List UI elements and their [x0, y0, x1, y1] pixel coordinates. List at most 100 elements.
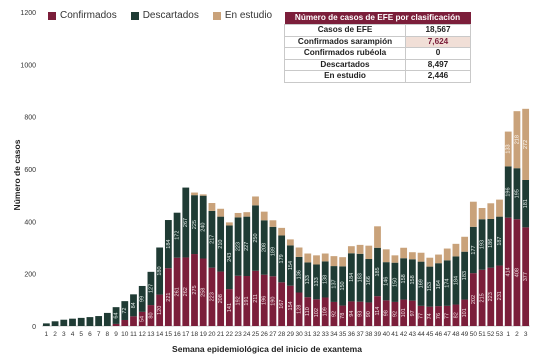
bar-segment-descartados	[208, 210, 216, 268]
bar-segment-descartados	[199, 195, 207, 259]
bar-segment-descartados	[77, 317, 85, 326]
bar-segment-descartados	[103, 312, 111, 326]
bar-segment-confirmados	[217, 271, 225, 326]
summary-row-confirmados-rubeola: Confirmados rubéola 0	[284, 47, 471, 60]
legend-label-en-estudio: En estudio	[224, 10, 273, 21]
x-tick-label: 50	[470, 331, 478, 338]
bar-segment-descartados	[391, 262, 399, 302]
bar-segment-descartados	[130, 294, 137, 317]
x-tick-label: 27	[269, 331, 277, 338]
bar-segment-confirmados	[156, 294, 164, 326]
bar-segment-en-estudio	[347, 246, 355, 254]
bar-segment-descartados	[339, 266, 347, 306]
bar-segment-confirmados	[374, 296, 381, 326]
x-tick-label: 26	[261, 331, 269, 338]
bar-segment-descartados	[86, 317, 94, 326]
bar-value-label: 114	[375, 307, 381, 316]
x-tick-label: 2	[515, 331, 519, 338]
x-tick-label: 22	[226, 331, 234, 338]
summary-row-value: 18,567	[405, 24, 471, 37]
bar-segment-en-estudio	[513, 111, 521, 169]
bar-segment-confirmados	[513, 219, 521, 326]
bar-value-label: 154	[288, 301, 294, 310]
bar-segment-confirmados	[164, 268, 172, 326]
bar-segment-en-estudio	[234, 212, 242, 218]
x-tick-label: 15	[165, 331, 173, 338]
x-tick-label: 31	[304, 331, 312, 338]
bar-segment-confirmados	[295, 292, 303, 326]
bar-segment-en-estudio	[443, 248, 451, 261]
x-tick-label: 17	[182, 331, 190, 338]
bar-segment-confirmados	[234, 275, 242, 326]
bar-value-label: 101	[462, 308, 468, 317]
legend-item-descartados: Descartados	[130, 10, 199, 21]
legend-swatch-descartados	[130, 11, 139, 20]
bar-segment-descartados	[304, 262, 312, 298]
x-tick-label: 34	[330, 331, 338, 338]
bar-segment-confirmados	[304, 297, 312, 326]
x-tick-label: 3	[62, 331, 66, 338]
bar-value-label: 202	[471, 295, 477, 304]
bar-value-label: 94	[349, 311, 355, 317]
bar-value-label: 99	[140, 296, 146, 302]
bar-segment-en-estudio	[374, 226, 381, 248]
bar-value-label: 208	[218, 294, 224, 303]
legend-item-confirmados: Confirmados	[48, 10, 117, 21]
bar-segment-en-estudio	[461, 236, 469, 252]
bar-segment-confirmados	[208, 267, 216, 326]
bar-segment-descartados	[496, 216, 503, 266]
x-tick-label: 7	[97, 331, 101, 338]
x-tick-label: 40	[383, 331, 391, 338]
bar-value-label: 261	[175, 287, 181, 296]
x-tick-label: 14	[156, 331, 164, 338]
bar-value-label: 184	[453, 276, 459, 285]
x-tick-label: 10	[121, 331, 129, 338]
bar-value-label: 179	[279, 254, 285, 263]
x-tick-label: 20	[208, 331, 216, 338]
bar-value-label: 184	[166, 240, 172, 249]
bar-value-label: 231	[497, 291, 503, 300]
bar-segment-en-estudio	[452, 243, 460, 257]
bar-segment-en-estudio	[356, 244, 364, 254]
bar-segment-descartados	[513, 168, 521, 220]
bar-segment-confirmados	[121, 319, 129, 326]
y-tick-label: 800	[24, 115, 36, 122]
bar-segment-descartados	[217, 216, 225, 272]
bar-segment-confirmados	[382, 300, 390, 326]
bar-segment-confirmados	[478, 269, 486, 326]
x-tick-label: 52	[487, 331, 495, 338]
summary-row-value: 8,497	[405, 58, 471, 72]
x-tick-label: 43	[409, 331, 417, 338]
bar-segment-confirmados	[365, 302, 373, 326]
bar-segment-confirmados	[278, 282, 286, 326]
x-tick-label: 13	[147, 331, 155, 338]
bar-value-label: 80	[148, 312, 154, 318]
summary-row-en-estudio: En estudio 2,446	[284, 70, 471, 83]
bar-value-label: 101	[401, 308, 407, 317]
bar-segment-en-estudio	[191, 192, 198, 196]
bar-value-label: 211	[253, 294, 259, 303]
bar-segment-descartados	[95, 316, 103, 326]
bar-segment-confirmados	[313, 299, 320, 326]
x-tick-label: 42	[400, 331, 408, 338]
bar-segment-descartados	[365, 259, 373, 303]
bar-value-label: 77	[445, 313, 451, 319]
bar-segment-descartados	[147, 271, 155, 306]
bar-value-label: 137	[331, 279, 337, 288]
bar-value-label: 210	[218, 240, 224, 249]
bar-segment-confirmados	[400, 299, 408, 326]
bar-segment-confirmados	[260, 274, 268, 326]
bar-segment-confirmados	[130, 316, 137, 326]
bar-segment-en-estudio	[478, 207, 486, 220]
bar-segment-confirmados	[138, 311, 146, 326]
bar-segment-descartados	[426, 266, 434, 307]
bar-segment-descartados	[252, 205, 259, 271]
bar-segment-descartados	[60, 319, 68, 326]
bar-value-label: 164	[436, 280, 442, 289]
bar-segment-descartados	[42, 323, 50, 326]
bar-value-label: 133	[506, 144, 512, 153]
x-tick-label: 18	[191, 331, 199, 338]
x-tick-label: 38	[365, 331, 373, 338]
bar-segment-confirmados	[469, 273, 477, 326]
summary-table: Número de casos de EFE por clasificación…	[284, 12, 471, 83]
